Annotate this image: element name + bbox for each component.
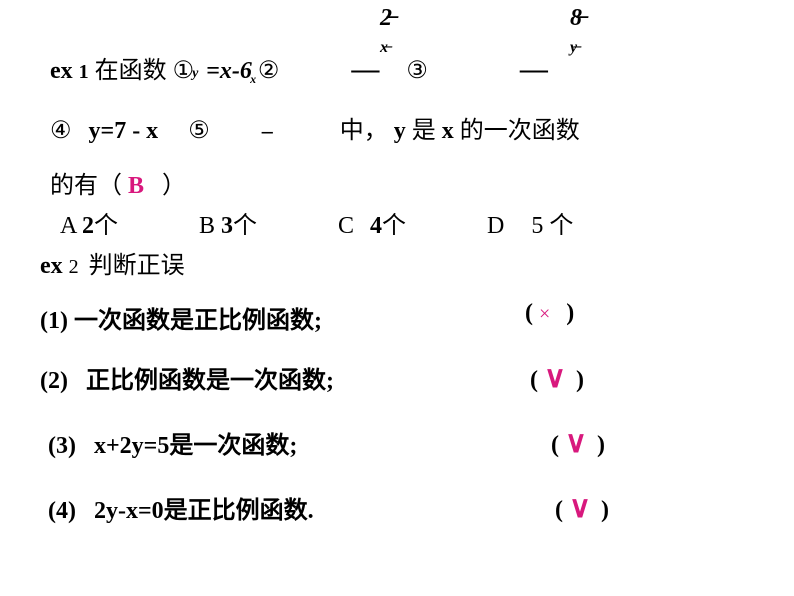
j3-right: ( ∨ )	[551, 425, 605, 460]
j3-paren-r: )	[597, 432, 605, 458]
j2-num: (2)	[40, 368, 68, 394]
judge-row-1: (1) 一次函数是正比例函数; ( × )	[40, 300, 760, 335]
exercise-1-line-1: ex 1 在函数 ① y =x-6 x ② — ③ —	[50, 50, 750, 86]
opt-c-label: C	[338, 213, 354, 239]
exercise-2-header: ex 2 判断正误	[40, 245, 185, 280]
circle-5: ⑤	[188, 116, 210, 145]
j4-paren-l: (	[555, 497, 563, 523]
j2-paren-r: )	[576, 367, 584, 393]
x-var: x	[442, 118, 454, 144]
ex1-prefix: ex	[50, 58, 73, 84]
j2-left: (2) 正比例函数是一次函数;	[40, 360, 334, 395]
eq4: y=7 - x	[89, 118, 159, 144]
dash-1: —	[351, 54, 379, 85]
option-d: D 5 个	[487, 205, 573, 240]
j3-left: (3) x+2y=5是一次函数;	[48, 425, 297, 460]
opt-a-label: A	[60, 213, 76, 239]
opt-a-unit: 个	[94, 213, 118, 239]
exercise-1-line-3: 的有（ B ）	[50, 165, 750, 200]
j1-left: (1) 一次函数是正比例函数;	[40, 300, 322, 335]
eq1-main: =x-6	[206, 58, 252, 84]
j2-text: 正比例函数是一次函数;	[86, 368, 334, 394]
j4-mark-correct: ∨	[569, 491, 591, 524]
opt-d-val: 5	[531, 213, 543, 239]
circle-4: ④	[50, 116, 72, 145]
j1-paren-r: )	[566, 300, 574, 326]
answer-b: B	[128, 173, 144, 199]
j1-num: (1)	[40, 308, 68, 334]
exercise-1-line-2: ④ y=7 - x ⑤ – 中， y 是 x 的一次函数	[50, 110, 750, 145]
options-row: A 2个 B 3个 C 4个 D 5 个	[60, 205, 760, 240]
j3-eq: x+2y=5	[94, 433, 169, 459]
opt-d-label: D	[487, 213, 504, 239]
j4-paren-r: )	[601, 497, 609, 523]
judge-row-2: (2) 正比例函数是一次函数; ( ∨ )	[40, 360, 760, 395]
eq1-overlap-y: y	[192, 66, 198, 82]
ex2-num: 2	[69, 256, 79, 278]
j2-mark-correct: ∨	[544, 361, 566, 394]
ex1-text2: 中，	[340, 118, 388, 144]
dash-2: —	[520, 54, 548, 85]
option-a: A 2个	[60, 205, 118, 240]
j4-eq: 2y-x=0	[94, 498, 164, 524]
j4-left: (4) 2y-x=0是正比例函数.	[48, 490, 314, 525]
ex1-text5: 的有（	[50, 173, 122, 199]
frac1-top: 2̶	[380, 5, 392, 31]
judge-row-4: (4) 2y-x=0是正比例函数. ( ∨ )	[48, 490, 768, 525]
j1-right: ( × )	[525, 300, 574, 327]
ex2-prefix: ex	[40, 253, 63, 279]
j3-text: 是一次函数;	[169, 433, 297, 459]
ex2-text: 判断正误	[89, 253, 185, 279]
opt-b-label: B	[199, 213, 215, 239]
opt-c-val: 4	[370, 213, 382, 239]
option-b: B 3个	[199, 205, 257, 240]
j4-right: ( ∨ )	[555, 490, 609, 525]
opt-b-unit: 个	[233, 213, 257, 239]
opt-b-val: 3	[221, 213, 233, 239]
option-c: C 4个	[338, 205, 406, 240]
circle-1: ①	[173, 56, 195, 85]
j1-mark-wrong: ×	[539, 303, 550, 325]
circle-3: ③	[406, 56, 428, 85]
j3-mark-correct: ∨	[565, 426, 587, 459]
frac2-top: 8̶	[570, 5, 582, 31]
y-var: y	[394, 118, 406, 144]
eq1-sub-x: x	[250, 72, 256, 87]
j3-num: (3)	[48, 433, 76, 459]
ex1-text4: 的一次函数	[460, 118, 580, 144]
j2-right: ( ∨ )	[530, 360, 584, 395]
ex1-text6: ）	[162, 173, 186, 199]
j1-text: 一次函数是正比例函数;	[74, 308, 322, 334]
j2-paren-l: (	[530, 367, 538, 393]
ex1-text1: 在函数	[95, 58, 167, 84]
ex1-text3: 是	[412, 118, 436, 144]
opt-a-val: 2	[82, 213, 94, 239]
ex1-num: 1	[79, 61, 89, 83]
circle-2: ②	[258, 56, 280, 85]
opt-c-unit: 个	[382, 213, 406, 239]
j4-text: 是正比例函数.	[164, 498, 314, 524]
judge-row-3: (3) x+2y=5是一次函数; ( ∨ )	[48, 425, 768, 460]
opt-d-unit: 个	[549, 213, 573, 239]
j3-paren-l: (	[551, 432, 559, 458]
dash-3: –	[262, 118, 273, 143]
j4-num: (4)	[48, 498, 76, 524]
j1-paren-l: (	[525, 300, 533, 326]
eq1: y =x-6 x	[200, 58, 252, 85]
